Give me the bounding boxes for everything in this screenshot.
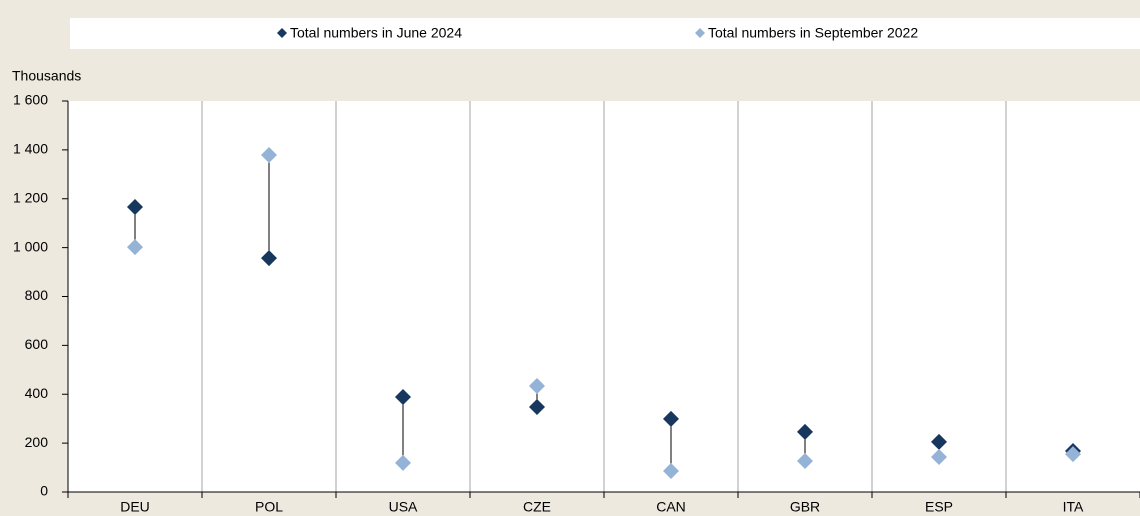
dot-marker xyxy=(529,398,545,415)
dot-marker xyxy=(1065,446,1081,463)
legend-label: Total numbers in June 2024 xyxy=(290,25,462,41)
x-tick-label: CAN xyxy=(656,499,686,515)
legend-label: Total numbers in September 2022 xyxy=(708,25,918,41)
legend-box xyxy=(70,18,1140,49)
x-tick-label: DEU xyxy=(120,499,150,515)
x-tick-label: GBR xyxy=(790,499,820,515)
dot-marker xyxy=(663,462,679,479)
dot-marker xyxy=(931,433,947,450)
dot-marker xyxy=(797,423,813,440)
legend-marker xyxy=(277,28,287,38)
dot-marker xyxy=(261,147,277,164)
dot-marker xyxy=(127,239,143,256)
y-tick-label: 200 xyxy=(25,434,49,450)
dot-marker xyxy=(395,388,411,405)
x-tick-label: ITA xyxy=(1063,499,1084,515)
dot-marker xyxy=(797,452,813,469)
y-tick-label: 1 600 xyxy=(13,92,48,108)
x-tick-label: POL xyxy=(255,499,283,515)
legend-marker xyxy=(695,28,705,38)
x-tick-label: USA xyxy=(389,499,418,515)
y-tick-label: 400 xyxy=(25,385,49,401)
y-tick-label: 1 400 xyxy=(13,141,48,157)
y-tick-label: 1 200 xyxy=(13,189,48,205)
y-tick-label: 800 xyxy=(25,287,49,303)
y-tick-label: 600 xyxy=(25,336,49,352)
y-tick-label: 0 xyxy=(40,483,48,499)
dot-marker xyxy=(261,250,277,267)
dot-marker xyxy=(663,410,679,427)
y-axis-label: Thousands xyxy=(12,68,81,84)
dot-marker xyxy=(529,377,545,394)
dot-marker xyxy=(127,199,143,216)
dot-marker xyxy=(395,454,411,471)
x-tick-label: ESP xyxy=(925,499,953,515)
y-tick-label: 1 000 xyxy=(13,238,48,254)
dot-marker xyxy=(931,449,947,466)
x-tick-label: CZE xyxy=(523,499,551,515)
